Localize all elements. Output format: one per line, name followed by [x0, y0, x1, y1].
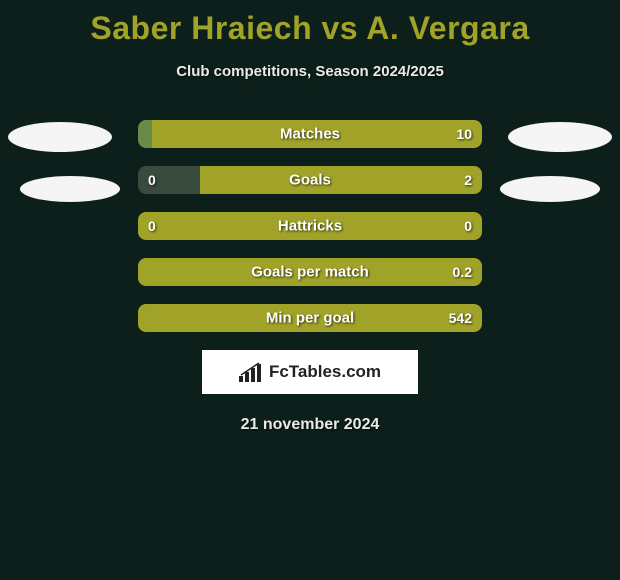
- player-right-avatar-top: [508, 122, 612, 152]
- stat-label: Goals per match: [138, 264, 482, 281]
- player-left-avatar-top: [8, 122, 112, 152]
- stat-bars: Matches10Goals02Hattricks00Goals per mat…: [138, 120, 482, 332]
- stat-bar: Goals per match0.2: [138, 258, 482, 286]
- comparison-subtitle: Club competitions, Season 2024/2025: [0, 63, 620, 80]
- stat-value-right: 542: [449, 310, 472, 326]
- stat-bar: Hattricks0 0: [138, 212, 482, 240]
- stat-label: Hattricks: [138, 218, 482, 235]
- player-right-avatar-bottom: [500, 176, 600, 202]
- stat-label: Matches: [138, 126, 482, 143]
- stat-bar: Min per goal542: [138, 304, 482, 332]
- snapshot-date: 21 november 2024: [0, 416, 620, 434]
- stat-value-left: 0: [148, 172, 156, 188]
- stat-bar: Goals0 2: [138, 166, 482, 194]
- logo-text: FcTables.com: [269, 362, 381, 382]
- stat-value-right: 10: [456, 126, 472, 142]
- stats-area: Matches10Goals02Hattricks00Goals per mat…: [0, 120, 620, 332]
- fctables-logo: FcTables.com: [202, 350, 418, 394]
- stat-label: Min per goal: [138, 310, 482, 327]
- stat-value-right: 2: [464, 172, 472, 188]
- stat-value-right: 0: [464, 218, 472, 234]
- stat-bar: Matches10: [138, 120, 482, 148]
- stat-label: Goals: [138, 172, 482, 189]
- bar-chart-icon: [239, 362, 263, 382]
- stat-value-right: 0.2: [453, 264, 472, 280]
- comparison-title: Saber Hraiech vs A. Vergara: [0, 0, 620, 47]
- stat-value-left: 0: [148, 218, 156, 234]
- player-left-avatar-bottom: [20, 176, 120, 202]
